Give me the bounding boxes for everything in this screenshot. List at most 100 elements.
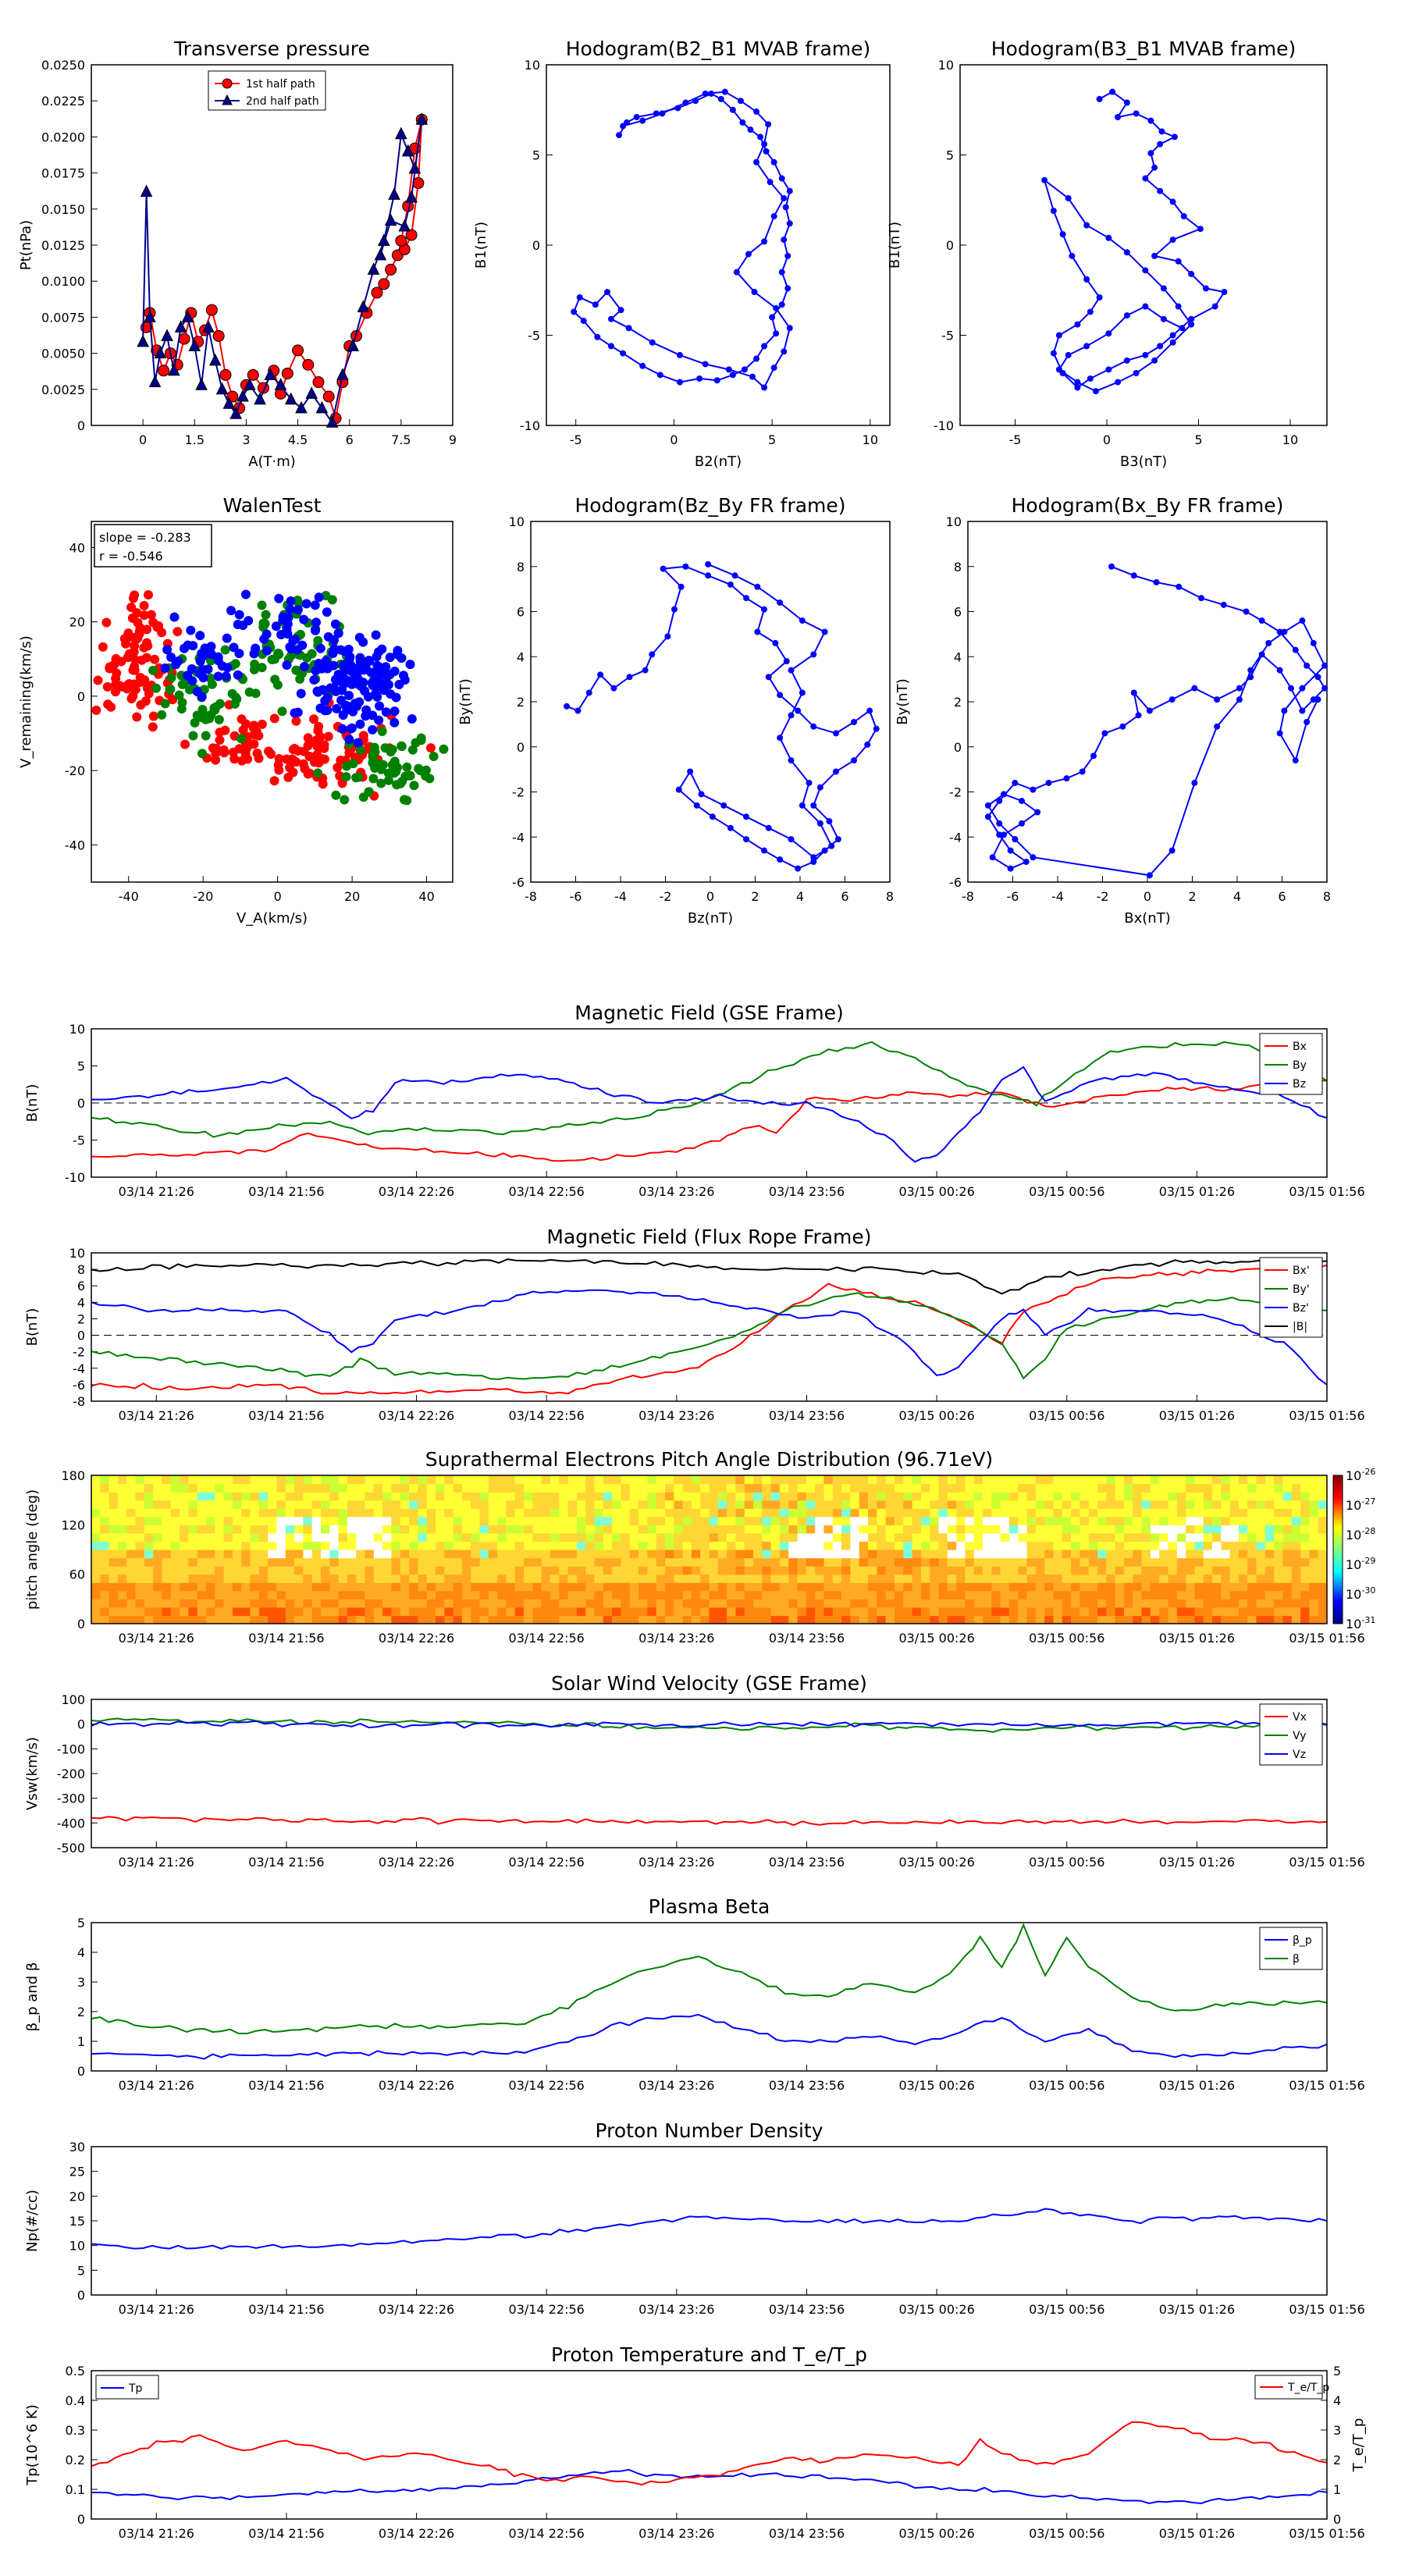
pad-cell: [1106, 1516, 1116, 1525]
pad-cell: [585, 1599, 596, 1608]
pad-cell: [479, 1516, 489, 1525]
pad-cell: [436, 1615, 445, 1624]
pad-cell: [541, 1475, 551, 1485]
pad-cell: [285, 1557, 295, 1567]
pad-cell: [250, 1516, 260, 1525]
pad-cell: [268, 1508, 277, 1517]
hfx-point: [1090, 753, 1097, 760]
pad-cell: [612, 1508, 621, 1517]
pad-cell: [965, 1582, 975, 1592]
pad-cell: [762, 1525, 772, 1534]
pad-cell: [444, 1516, 454, 1525]
pad-cell: [338, 1582, 348, 1592]
mag_fr-traces: [91, 1258, 1327, 1395]
pad-cell: [365, 1582, 375, 1592]
hfz-point: [777, 735, 784, 742]
pad-cell: [1088, 1475, 1098, 1485]
pad-cell: [1097, 1525, 1107, 1534]
pad-cell: [153, 1574, 163, 1583]
pad-cell: [409, 1508, 418, 1517]
pad-cell: [797, 1483, 807, 1493]
pad-cell: [285, 1582, 295, 1592]
pad-cell: [621, 1582, 631, 1592]
tp-point-triangle: [181, 310, 194, 322]
pad-cell: [1256, 1475, 1266, 1485]
pad-cell: [215, 1590, 225, 1599]
walen-point: [261, 610, 271, 620]
pad-cell: [180, 1508, 189, 1517]
pad-cell: [956, 1492, 966, 1501]
tp-ytick-label: 0.0175: [41, 166, 85, 181]
pad-cell: [232, 1615, 242, 1624]
pad-cell: [524, 1599, 533, 1608]
pad-colorbar-label: 10-26: [1346, 1467, 1375, 1483]
hfz-point: [833, 730, 839, 737]
hb2-point: [676, 351, 683, 358]
pad-cell: [1282, 1599, 1293, 1608]
tp_time-xtick-label: 03/15 01:26: [1159, 2526, 1235, 2541]
pad-cell: [559, 1492, 569, 1501]
pad-cell: [717, 1615, 727, 1624]
walen-point: [258, 618, 269, 628]
pad-cell: [1097, 1500, 1107, 1509]
pad-cell: [762, 1574, 772, 1583]
pad-cell: [223, 1606, 233, 1617]
pad-cell: [241, 1483, 251, 1493]
pad-cell: [674, 1541, 684, 1550]
pad-cell: [1026, 1475, 1037, 1485]
pad-cell: [885, 1475, 895, 1485]
pad-cell: [762, 1483, 772, 1493]
tp_time-ytick-label: 0: [77, 2512, 85, 2527]
pad-cell: [1062, 1532, 1072, 1542]
pad-cell: [621, 1566, 631, 1575]
pad-cell: [576, 1541, 586, 1550]
tp_time-xtick-label: 03/14 21:56: [248, 2526, 324, 2541]
hfz-ytick-label: 4: [517, 649, 525, 664]
pad-cell: [1176, 1500, 1186, 1509]
pad-cell: [709, 1483, 719, 1493]
pad-cell: [1071, 1508, 1080, 1517]
pad-cell: [895, 1590, 904, 1599]
pad-cell: [629, 1599, 639, 1608]
pad-cell: [1133, 1574, 1143, 1583]
pad-cell: [258, 1508, 269, 1517]
hfx-point: [1304, 662, 1311, 669]
pad-cell: [1318, 1582, 1327, 1592]
pad-cell: [682, 1590, 692, 1599]
hfz-ytick-label: 8: [517, 560, 525, 575]
pad-cell: [391, 1606, 401, 1617]
hfx-frame: [967, 521, 1328, 883]
pad-cell: [895, 1550, 904, 1559]
pad-cell: [1000, 1508, 1010, 1517]
hb2-point: [745, 251, 752, 258]
pad-cell: [559, 1550, 569, 1559]
pad-cell: [1088, 1532, 1098, 1542]
beta-xtick-label: 03/14 22:26: [379, 2078, 454, 2093]
pad-cell: [197, 1500, 207, 1509]
pad-cell: [400, 1525, 410, 1534]
pad-cell: [868, 1550, 877, 1559]
pad-cell: [1309, 1599, 1319, 1608]
pad-cell: [206, 1582, 215, 1592]
pad-cell: [311, 1508, 322, 1517]
walen-point: [237, 714, 247, 724]
pad-cell: [930, 1557, 940, 1567]
pad-cell: [188, 1590, 198, 1599]
pad-cell: [373, 1599, 383, 1608]
pad-cell: [1203, 1606, 1213, 1617]
pad-cell: [444, 1492, 454, 1501]
pad-cell: [1256, 1582, 1266, 1592]
pad-cell: [647, 1500, 657, 1509]
pad-cell: [311, 1599, 322, 1608]
pad-cell: [338, 1500, 348, 1509]
pad-cell: [788, 1606, 799, 1617]
pad-cell: [780, 1532, 789, 1542]
pad-cell: [973, 1550, 984, 1559]
pad-cell: [1274, 1483, 1284, 1493]
pad-cell: [365, 1550, 375, 1559]
mag_fr-ytick-label: 10: [69, 1246, 85, 1261]
pad-cell: [436, 1500, 445, 1509]
pad-cell: [1062, 1606, 1072, 1617]
pad-cell: [1026, 1582, 1037, 1592]
hfx-point: [1265, 639, 1272, 646]
